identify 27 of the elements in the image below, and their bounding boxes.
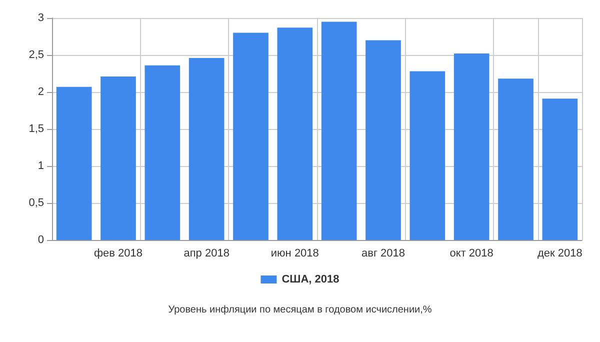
x-tick-label: дек 2018 — [537, 248, 582, 260]
x-tick-label: фев 2018 — [94, 248, 143, 260]
bar — [277, 28, 313, 240]
bar — [233, 32, 268, 240]
bar — [188, 58, 224, 240]
bar — [498, 78, 534, 240]
bar — [100, 76, 136, 240]
text: Уровень инфляции по месяцам в годовом исчислении,% — [168, 304, 432, 316]
y-tick-label: 0,5 — [28, 197, 44, 209]
bar — [542, 98, 578, 240]
x-tick-label: апр 2018 — [184, 248, 230, 260]
bar — [410, 71, 446, 240]
y-tick-label: 1 — [38, 160, 44, 172]
y-tick-label: 2 — [38, 86, 44, 98]
bar — [144, 65, 180, 240]
x-tick-label: авг 2018 — [361, 248, 406, 260]
y-tick-label: 3 — [38, 12, 44, 24]
y-tick-label: 2,5 — [28, 49, 44, 61]
y-tick-label: 0 — [38, 234, 44, 246]
x-tick-label: июн 2018 — [270, 248, 319, 260]
legend-label: США, 2018 — [282, 274, 340, 286]
bar — [366, 40, 401, 240]
y-tick-label: 1,5 — [28, 123, 44, 135]
bar — [321, 22, 357, 240]
x-tick-label: окт 2018 — [450, 248, 494, 260]
bar — [454, 54, 490, 240]
bar — [56, 86, 92, 240]
